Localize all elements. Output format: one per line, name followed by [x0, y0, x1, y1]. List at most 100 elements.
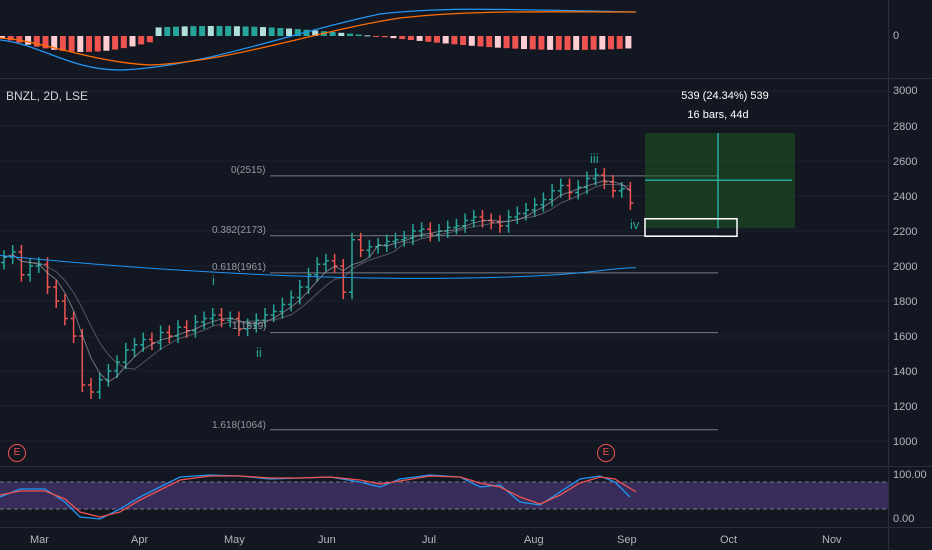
- macd-histogram-bar: [416, 36, 423, 41]
- macd-histogram-bar: [303, 29, 310, 36]
- macd-histogram-bar: [547, 36, 554, 50]
- macd-histogram-bar: [564, 36, 571, 50]
- stochastic-pane[interactable]: 100.00 0.00: [0, 467, 932, 527]
- macd-histogram-bar: [199, 26, 206, 36]
- stochastic-chart: [0, 474, 888, 520]
- sma-slow: [0, 255, 637, 279]
- time-tick: Oct: [720, 534, 738, 546]
- pane-separator[interactable]: [0, 527, 932, 528]
- macd-histogram-bar: [112, 36, 119, 50]
- price-tick: 1600: [893, 331, 918, 343]
- macd-histogram-bar: [407, 36, 414, 40]
- price-tick: 2800: [893, 121, 918, 133]
- macd-histogram-bar: [312, 30, 319, 36]
- macd-histogram-bar: [155, 27, 162, 36]
- price-tick: 2600: [893, 156, 918, 168]
- wave-label-iv[interactable]: iv: [630, 217, 640, 232]
- macd-histogram-bar: [573, 36, 580, 50]
- price-tick: 1800: [893, 296, 918, 308]
- macd-histogram-bar: [0, 36, 5, 38]
- macd-histogram-bar: [355, 34, 362, 36]
- macd-histogram-bar: [590, 36, 597, 50]
- macd-histogram-bar: [599, 36, 606, 50]
- macd-histogram-bar: [225, 26, 232, 36]
- macd-histogram-bar: [33, 36, 40, 47]
- macd-histogram-bar: [625, 36, 632, 49]
- macd-histogram-bar: [207, 26, 214, 36]
- macd-histogram-bar: [68, 36, 75, 52]
- macd-histogram-bar: [503, 36, 510, 49]
- time-tick: Jun: [318, 534, 336, 546]
- macd-histogram-bar: [286, 28, 293, 36]
- macd-histogram-bar: [277, 27, 284, 36]
- sma-mid: [3, 184, 631, 370]
- macd-histogram-bar: [233, 26, 240, 36]
- price-tick: 2200: [893, 226, 918, 238]
- measure-bars-days: 16 bars, 44d: [687, 109, 749, 121]
- wave-label-ii[interactable]: ii: [256, 345, 262, 360]
- macd-histogram-bar: [164, 27, 171, 36]
- price-tick: 1400: [893, 366, 918, 378]
- pane-separator[interactable]: [0, 78, 932, 79]
- measure-price-change: 539 (24.34%) 539: [681, 90, 769, 102]
- macd-chart: [0, 8, 637, 71]
- price-axis-border: [888, 0, 889, 550]
- price-tick: 1000: [893, 436, 918, 448]
- time-tick: Sep: [617, 534, 637, 546]
- macd-histogram-bar: [251, 26, 258, 36]
- macd-histogram-bar: [25, 36, 32, 45]
- macd-histogram-bar: [181, 26, 188, 36]
- macd-histogram-bar: [268, 27, 275, 36]
- time-axis[interactable]: Mar Apr May Jun Jul Aug Sep Oct Nov: [0, 528, 932, 550]
- earnings-marker-icon[interactable]: E: [597, 444, 615, 462]
- macd-histogram-bar: [486, 36, 493, 48]
- macd-histogram-bar: [7, 36, 14, 41]
- fib-label[interactable]: 1.618(1064): [212, 420, 266, 431]
- price-chart: [0, 90, 888, 442]
- macd-histogram-bar: [120, 36, 127, 49]
- macd-histogram-bar: [608, 36, 614, 50]
- macd-histogram-bar: [242, 26, 249, 36]
- sma-fast: [3, 180, 631, 383]
- time-tick: Apr: [131, 534, 149, 546]
- macd-histogram-bar: [129, 36, 136, 47]
- macd-histogram-bar: [190, 26, 197, 36]
- time-tick: Jul: [422, 534, 437, 546]
- macd-histogram-bar: [42, 36, 49, 49]
- stochastic-tick: 100.00: [893, 469, 927, 481]
- time-tick: May: [224, 534, 245, 546]
- time-tick: Aug: [524, 534, 544, 546]
- macd-histogram-bar: [399, 36, 406, 40]
- price-pane[interactable]: 3000 2800 2600 2400 2200 2000 1800 1600 …: [0, 79, 932, 466]
- macd-histogram-bar: [51, 36, 58, 50]
- macd-histogram-bar: [260, 27, 266, 36]
- symbol-title[interactable]: BNZL, 2D, LSE: [6, 89, 89, 103]
- macd-histogram-bar: [59, 36, 66, 51]
- macd-histogram-bar: [173, 26, 179, 36]
- macd-histogram-bar: [442, 36, 449, 44]
- macd-histogram-bar: [138, 36, 145, 45]
- macd-histogram-bar: [529, 36, 536, 50]
- macd-histogram-bar: [521, 36, 527, 50]
- macd-pane[interactable]: 0: [0, 0, 932, 78]
- target-box: [644, 218, 738, 237]
- fib-label[interactable]: 0.382(2173): [212, 225, 266, 236]
- macd-histogram-bar: [294, 29, 301, 36]
- macd-histogram-bar: [477, 36, 484, 47]
- price-tick: 2000: [893, 261, 918, 273]
- macd-histogram-bar: [555, 36, 562, 50]
- time-tick: Nov: [822, 534, 842, 546]
- earnings-marker-icon[interactable]: E: [8, 444, 26, 462]
- macd-histogram-bar: [373, 36, 380, 37]
- stochastic-tick: 0.00: [893, 513, 915, 525]
- wave-label-iii[interactable]: iii: [590, 151, 599, 166]
- macd-histogram-bar: [460, 36, 467, 46]
- fib-label[interactable]: 0(2515): [231, 165, 266, 176]
- fib-label[interactable]: 0.618(1961): [212, 262, 266, 273]
- pane-separator[interactable]: [0, 466, 932, 467]
- fib-label[interactable]: 1(1619): [232, 321, 267, 332]
- macd-histogram-bar: [538, 36, 545, 50]
- macd-histogram-bar: [381, 36, 388, 38]
- wave-label-i[interactable]: i: [212, 273, 215, 288]
- price-tick: 3000: [893, 85, 918, 97]
